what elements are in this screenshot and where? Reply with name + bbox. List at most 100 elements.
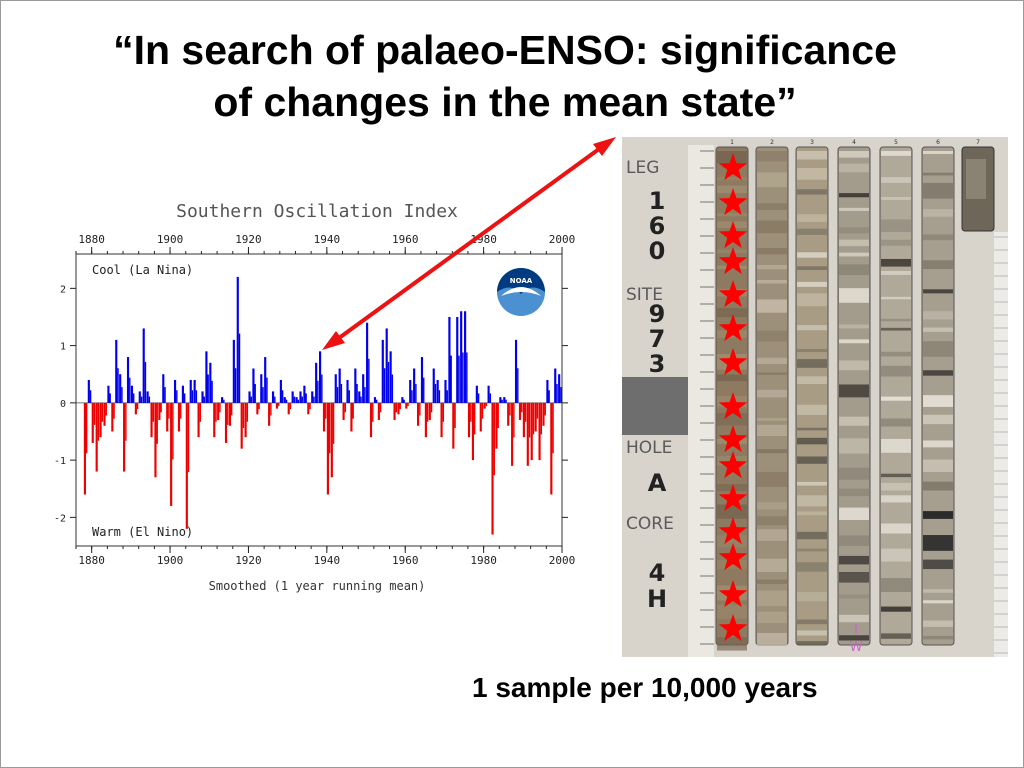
core-band <box>881 351 911 357</box>
soi-bar <box>342 402 345 421</box>
core-band <box>839 635 869 641</box>
slide-title: “In search of palaeo-ENSO: significance … <box>30 24 980 128</box>
soi-bar <box>305 393 307 403</box>
soi-bar <box>377 402 380 421</box>
core-band <box>923 559 953 570</box>
soi-bar <box>133 393 135 403</box>
soi-bar <box>266 377 268 403</box>
soi-bar <box>550 402 553 495</box>
soi-bar <box>105 402 107 416</box>
iw-mark-2: W <box>850 640 863 655</box>
core-value-1: 4 <box>649 559 666 587</box>
core-band <box>839 360 869 371</box>
core-band <box>757 172 787 188</box>
soi-bar <box>217 402 220 421</box>
core-band <box>757 611 787 624</box>
soi-chart: Southern Oscillation Index 1880188019001… <box>54 201 575 593</box>
soi-bar <box>91 402 94 443</box>
chart-title: Southern Oscillation Index <box>176 201 458 222</box>
x-bottom-tick-label: 1900 <box>157 554 184 567</box>
soi-bar <box>234 368 237 403</box>
soi-bar <box>293 396 296 403</box>
soi-bar <box>536 402 539 419</box>
core-band <box>797 348 827 353</box>
soi-bar <box>326 402 329 495</box>
noaa-logo-text: NOAA <box>510 277 533 285</box>
sediment-core-photo: 1 2 3 4 5 6 7 LEG 1 6 0 SITE 9 7 3 HOLE A CORE… <box>622 137 1008 657</box>
core-band <box>797 189 827 195</box>
soi-bar <box>275 402 279 409</box>
soi-bar <box>211 380 213 403</box>
section-number: 1 <box>730 139 734 146</box>
core-band <box>717 604 747 619</box>
soi-bar <box>558 374 561 403</box>
core-band <box>923 370 953 376</box>
soi-bar <box>146 391 149 403</box>
soi-bar <box>407 402 409 407</box>
core-band <box>797 511 827 516</box>
title-line-1: “In search of palaeo-ENSO: significance <box>113 27 897 73</box>
core-band <box>923 311 953 320</box>
core-band <box>881 318 911 322</box>
core-band <box>839 571 869 583</box>
core-band <box>757 418 787 421</box>
soi-bar <box>164 387 166 403</box>
soi-bar <box>258 402 260 410</box>
core-band <box>797 293 827 307</box>
x-top-tick-label: 1940 <box>314 233 341 246</box>
soi-bar <box>193 379 196 403</box>
y-tick-label: -1 <box>54 456 66 467</box>
soi-bar <box>332 402 335 444</box>
soi-bar <box>156 402 158 444</box>
soi-bar <box>430 402 433 413</box>
soi-bar <box>203 396 205 403</box>
soi-bar <box>138 391 141 403</box>
soi-bar <box>142 328 145 403</box>
soi-bar <box>223 399 225 403</box>
soi-bar <box>442 402 445 422</box>
soi-bar <box>513 402 515 438</box>
soi-bar <box>364 387 366 403</box>
soi-bar <box>103 402 106 426</box>
core-band <box>881 396 911 401</box>
soi-bar <box>240 402 243 449</box>
soi-bar <box>231 402 233 416</box>
soi-bar <box>554 368 557 403</box>
soi-bar <box>474 402 476 435</box>
soi-bar <box>438 390 441 403</box>
soi-bar <box>475 385 478 403</box>
soi-bar <box>426 402 429 422</box>
site-digit-2: 7 <box>649 325 666 353</box>
hole-heading: HOLE <box>626 438 672 458</box>
core-band <box>839 507 869 521</box>
soi-bar <box>87 379 90 403</box>
soi-bar <box>256 402 259 415</box>
core-band <box>717 176 747 181</box>
soi-bar <box>297 399 300 403</box>
soi-bar <box>177 402 181 432</box>
ruler-scale <box>688 145 1008 657</box>
soi-bar <box>158 402 161 421</box>
soi-bar <box>460 311 463 403</box>
soi-bar <box>221 397 224 403</box>
soi-bar <box>260 374 263 403</box>
core-band <box>839 193 869 198</box>
sample-stars <box>718 153 748 642</box>
core-band <box>797 427 827 431</box>
core-band <box>797 495 827 507</box>
core-band <box>797 376 827 384</box>
core-band <box>797 481 827 486</box>
soi-bar <box>489 393 492 403</box>
soi-bar <box>334 374 337 403</box>
x-bottom-tick-label: 1940 <box>314 554 341 567</box>
core-band <box>757 471 787 487</box>
soi-bar <box>350 402 353 432</box>
soi-bar <box>403 399 405 403</box>
leg-digit-2: 6 <box>649 212 666 240</box>
soi-bar <box>287 402 290 415</box>
section-number: 5 <box>894 139 898 146</box>
core-band <box>881 327 911 331</box>
star-icon <box>718 314 748 342</box>
core-band <box>923 182 953 199</box>
core-band <box>757 516 787 526</box>
